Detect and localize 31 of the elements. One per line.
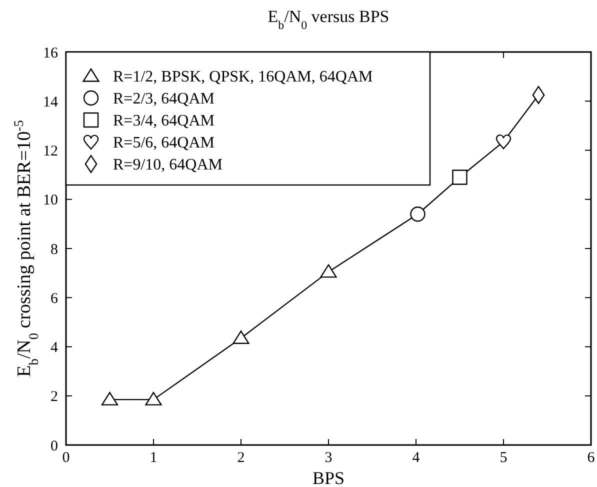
x-tick-label: 3 [324, 450, 332, 466]
chart-title: E$_{b}$/N$_{0}$ versus BPS [268, 7, 390, 32]
x-tick-label: 0 [62, 450, 70, 466]
x-tick-label: 4 [412, 450, 420, 466]
x-tick-label: 6 [587, 450, 596, 466]
y-tick-label: 2 [50, 389, 58, 406]
y-tick-label: 0 [50, 438, 58, 454]
point [101, 392, 118, 406]
y-tick-label: 4 [50, 340, 58, 356]
point [232, 330, 250, 344]
y-tick-label: 8 [50, 242, 58, 258]
legend-label: R=9/10, 64QAM [113, 156, 222, 174]
point [532, 86, 545, 104]
y-tick-label: 16 [43, 45, 58, 62]
y-tick-label: 10 [43, 192, 58, 209]
legend-label: R=5/6, 64QAM [113, 134, 214, 152]
legend-label: R=1/2, BPSK, QPSK, 16QAM, 64QAM [113, 68, 373, 86]
point [452, 170, 468, 185]
point [320, 264, 337, 278]
x-tick-label: 1 [150, 450, 158, 466]
legend-label: R=3/4, 64QAM [113, 112, 214, 130]
point [496, 134, 512, 150]
y-tick-label: 14 [43, 94, 58, 110]
y-tick-label: 12 [43, 144, 58, 160]
x-axis-title: BPS [312, 468, 345, 487]
point [145, 392, 162, 406]
x-tick-label: 2 [237, 450, 245, 466]
legend-label: R=2/3, 64QAM [113, 90, 214, 108]
x-tick-label: 5 [500, 450, 508, 466]
point [410, 206, 426, 222]
y-tick-label: 6 [50, 290, 58, 307]
